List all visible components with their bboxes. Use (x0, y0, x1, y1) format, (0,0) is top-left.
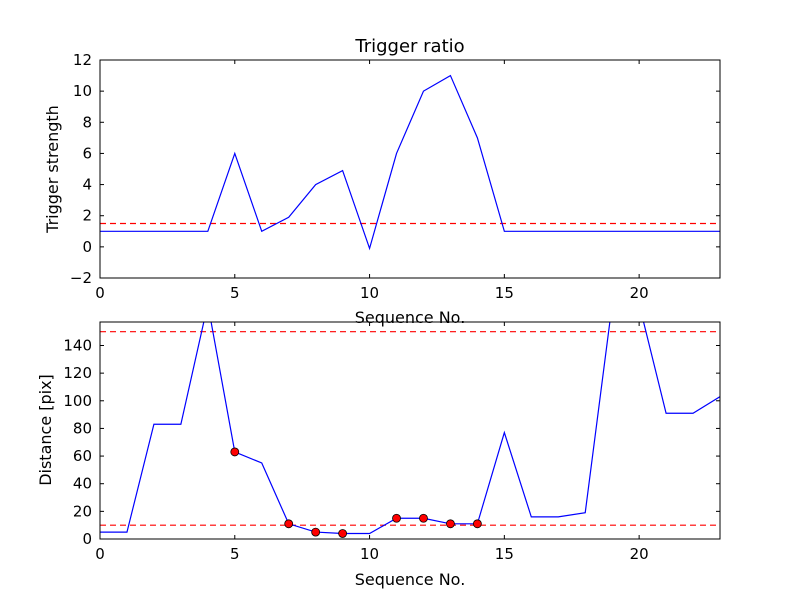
x-tick-label: 0 (95, 284, 105, 302)
data-point (311, 527, 321, 537)
x-tick-label: 10 (360, 545, 379, 563)
y-axis-label: Trigger strength (43, 105, 62, 234)
y-tick-label: 40 (73, 475, 92, 493)
data-point (230, 447, 240, 457)
series-line (100, 322, 720, 535)
y-tick-label: 100 (63, 392, 92, 410)
x-tick-label: 15 (495, 545, 514, 563)
y-tick-label: 0 (82, 530, 92, 548)
x-tick-label: 0 (95, 545, 105, 563)
y-tick-label: −2 (70, 269, 92, 287)
axes-frame (99, 59, 721, 279)
x-tick-label: 20 (630, 545, 649, 563)
x-axis-label: Sequence No. (355, 570, 466, 589)
y-tick-label: 20 (73, 502, 92, 520)
data-point (472, 519, 482, 529)
ticks-group: 0 5 10 15 20 0 20 40 60 80 100 120 140 (63, 322, 720, 563)
series-line (100, 74, 720, 251)
x-tick-label: 10 (360, 284, 379, 302)
y-tick-label: 4 (82, 176, 92, 194)
y-tick-label: 10 (73, 82, 92, 100)
data-point (419, 513, 428, 523)
y-tick-label: 60 (73, 447, 92, 465)
y-tick-label: 140 (63, 336, 92, 354)
y-tick-label: 80 (73, 419, 92, 437)
x-tick-label: 5 (230, 545, 240, 563)
x-tick-label: 5 (230, 284, 240, 302)
y-tick-label: 2 (82, 207, 92, 225)
y-tick-label: 8 (82, 113, 92, 131)
plot-area (100, 322, 720, 538)
data-point (284, 519, 294, 529)
data-point (446, 519, 455, 529)
y-tick-label: 6 (82, 144, 92, 162)
plot-area (100, 74, 720, 251)
y-tick-label: 12 (73, 51, 92, 69)
y-axis-label: Distance [pix] (36, 374, 55, 486)
chart-title: Trigger ratio (354, 36, 464, 57)
data-point (392, 513, 401, 523)
y-tick-label: 0 (82, 238, 92, 256)
data-point (338, 529, 348, 538)
x-tick-label: 15 (495, 284, 514, 302)
axes-frame (99, 321, 721, 540)
x-axis-label: Sequence No. (355, 308, 466, 327)
x-tick-label: 20 (630, 284, 649, 302)
y-tick-label: 120 (63, 364, 92, 382)
